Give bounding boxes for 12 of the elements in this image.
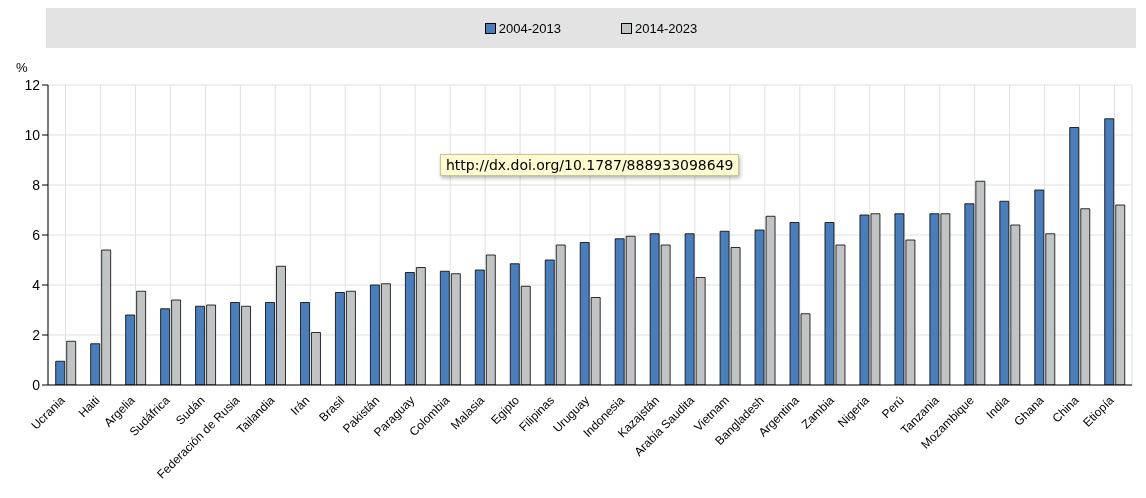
y-axis-title: %	[16, 60, 29, 75]
legend-label: 2014-2023	[634, 20, 698, 36]
y-tick-label: 6	[32, 226, 41, 243]
y-tick-label: 10	[24, 126, 41, 143]
y-tick-label: 8	[32, 176, 41, 193]
legend-label: 2004-2013	[497, 20, 561, 36]
y-tick-label: 12	[24, 76, 41, 93]
y-tick-label: 2	[32, 326, 41, 343]
annotation: http://dx.doi.org/10.1787/888933098649	[440, 154, 740, 176]
x-tick-label: Irán	[287, 393, 313, 418]
y-tick-label: 4	[32, 276, 41, 293]
y-tick-label: 0	[32, 376, 41, 393]
